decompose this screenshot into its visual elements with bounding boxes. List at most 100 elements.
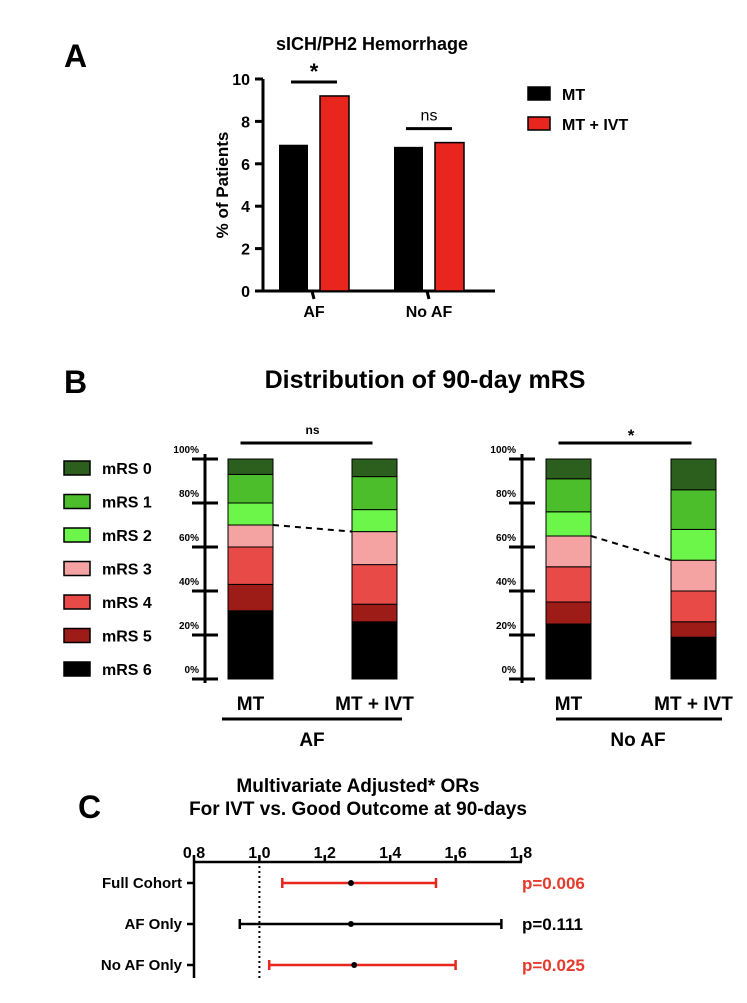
- b-stack-segment: [351, 509, 398, 533]
- b-stack-segment: [351, 458, 398, 478]
- c-x-tick-label: 1.4: [379, 845, 401, 862]
- a-bar: [434, 141, 465, 292]
- b-y-tick-label: 20%: [496, 621, 516, 632]
- a-y-tick-label: 6: [241, 157, 250, 174]
- b-legend-label: mRS 5: [102, 629, 152, 646]
- c-p-value: p=0.025: [522, 956, 585, 975]
- b-y-tick-label: 20%: [179, 621, 199, 632]
- b-y-tick-label: 100%: [490, 445, 516, 456]
- panel-a-title: sICH/PH2 Hemorrhage: [276, 34, 468, 54]
- b-stack-segment: [670, 489, 717, 530]
- panel-c-title-line1: Multivariate Adjusted* ORs: [236, 776, 479, 797]
- b-stack-segment: [227, 458, 274, 475]
- b-dashed-connector: [272, 524, 353, 533]
- a-bar: [394, 146, 423, 291]
- b-stack-segment: [670, 528, 717, 561]
- b-stack-segment: [545, 511, 592, 537]
- c-x-tick-label: 1.6: [444, 845, 466, 862]
- b-y-tick-label: 80%: [179, 489, 199, 500]
- c-row-label: No AF Only: [101, 957, 183, 974]
- panel-label-b: B: [64, 364, 87, 400]
- b-stack-segment: [351, 564, 398, 605]
- panel-label-a: A: [64, 38, 87, 74]
- b-legend-swatch: [63, 527, 91, 543]
- b-x-tick-label: MT: [555, 694, 583, 715]
- panel-a-ylabel: % of Patients: [213, 132, 232, 239]
- c-x-tick-label: 0.8: [183, 845, 205, 862]
- b-stack-segment: [545, 601, 592, 625]
- b-x-tick-label: MT: [237, 694, 265, 715]
- a-y-tick-label: 8: [241, 114, 250, 131]
- a-bar: [279, 144, 308, 291]
- b-stack-segment: [545, 458, 592, 480]
- b-stack-segment: [351, 603, 398, 623]
- a-legend-swatch: [527, 86, 551, 101]
- a-y-tick-label: 0: [241, 284, 250, 301]
- b-y-tick-label: 80%: [496, 489, 516, 500]
- a-y-tick-label: 2: [241, 242, 250, 259]
- c-x-tick-label: 1.8: [510, 845, 532, 862]
- b-stack-segment: [351, 531, 398, 566]
- b-x-tick-label: MT + IVT: [335, 694, 414, 715]
- panel-label-c: C: [78, 789, 101, 825]
- b-stack-segment: [545, 478, 592, 513]
- b-legend-swatch: [63, 627, 91, 644]
- b-significance-label: *: [628, 426, 635, 445]
- c-point-estimate: [351, 962, 358, 968]
- b-y-tick-label: 0%: [185, 665, 200, 676]
- a-legend-swatch: [527, 116, 551, 131]
- b-y-tick-label: 0%: [502, 665, 517, 676]
- b-legend-label: mRS 4: [102, 595, 152, 612]
- c-p-value: p=0.006: [522, 874, 585, 893]
- b-legend-label: mRS 6: [102, 662, 152, 679]
- b-legend-label: mRS 3: [102, 562, 152, 579]
- panel-c-title-line2: For IVT vs. Good Outcome at 90-days: [189, 799, 527, 820]
- a-legend-label: MT + IVT: [562, 117, 628, 134]
- a-x-tick: [425, 290, 431, 300]
- b-stack-segment: [545, 623, 592, 680]
- a-y-tick-label: 10: [232, 72, 250, 89]
- b-stack-segment: [670, 636, 717, 680]
- c-p-value: p=0.111: [522, 915, 583, 934]
- a-significance-label: *: [310, 59, 319, 84]
- panel-b-chart: Distribution of 90-day mRS mRS 0 mRS 1 mRS…: [63, 366, 733, 751]
- b-stack-segment: [227, 546, 274, 585]
- b-legend-swatch: [63, 594, 91, 610]
- a-y-tick-label: 4: [241, 199, 250, 216]
- b-legend-label: mRS 0: [102, 461, 152, 478]
- b-legend-label: mRS 2: [102, 528, 152, 545]
- a-bar: [319, 95, 350, 292]
- b-stack-segment: [351, 476, 398, 511]
- b-significance-label: ns: [305, 423, 319, 437]
- b-legend-label: mRS 1: [102, 495, 152, 512]
- b-legend-swatch: [63, 661, 91, 677]
- b-stack-segment: [227, 524, 274, 548]
- panel-c-chart: Multivariate Adjusted* ORs For IVT vs. G…: [101, 776, 585, 978]
- b-stack-segment: [227, 610, 274, 680]
- panel-b-title: Distribution of 90-day mRS: [265, 366, 586, 394]
- b-y-tick-label: 40%: [179, 577, 199, 588]
- b-y-tick-label: 60%: [496, 533, 516, 544]
- c-row-label: AF Only: [124, 916, 182, 933]
- c-point-estimate: [347, 921, 354, 927]
- b-stack-segment: [545, 566, 592, 603]
- a-x-tick-label: AF: [303, 304, 325, 321]
- c-x-tick-label: 1.2: [314, 845, 336, 862]
- b-x-tick-label: MT + IVT: [654, 694, 733, 715]
- b-group-label: AF: [299, 730, 324, 751]
- b-stack-segment: [351, 621, 398, 680]
- a-x-tick-label: No AF: [406, 304, 453, 321]
- b-group-label: No AF: [610, 730, 665, 751]
- a-significance-label: ns: [421, 108, 438, 125]
- c-point-estimate: [347, 880, 354, 886]
- b-y-tick-label: 100%: [173, 445, 199, 456]
- b-dashed-connector: [590, 535, 672, 562]
- b-stack-segment: [227, 583, 274, 612]
- b-legend-swatch: [63, 460, 91, 476]
- b-stack-segment: [670, 559, 717, 592]
- b-stack-segment: [227, 502, 274, 526]
- b-legend-swatch: [63, 560, 91, 577]
- c-row-label: Full Cohort: [102, 875, 182, 892]
- b-stack-segment: [670, 590, 717, 623]
